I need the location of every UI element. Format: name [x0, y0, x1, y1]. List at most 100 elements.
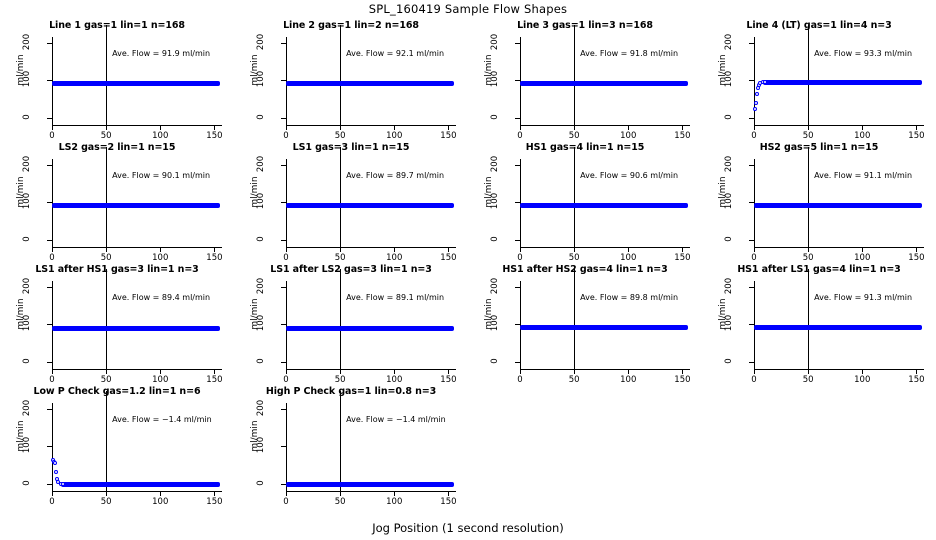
y-tick-label: 0	[724, 113, 734, 120]
y-tick-label: 100	[490, 314, 500, 332]
x-tick	[106, 369, 108, 374]
x-tick	[862, 247, 864, 252]
panel-annotation: Ave. Flow = 91.1 ml/min	[814, 171, 913, 180]
x-tick-label: 150	[206, 497, 223, 507]
plot-panel: HS2 gas=5 lin=1 n=15 ml/min 0 100 200 0 50 100 1…	[702, 142, 936, 264]
y-tick	[47, 361, 52, 363]
x-tick	[574, 125, 576, 130]
x-tick-label: 0	[49, 497, 55, 507]
y-tick-label: 200	[256, 33, 266, 50]
data-band	[286, 203, 454, 209]
y-tick	[281, 239, 286, 241]
x-tick-label: 0	[751, 253, 757, 263]
y-tick	[515, 361, 520, 363]
x-tick	[160, 247, 162, 252]
reference-line	[106, 25, 108, 125]
x-tick	[808, 247, 810, 252]
x-tick	[628, 369, 630, 374]
data-band	[52, 203, 220, 209]
panel-annotation: Ave. Flow = 91.3 ml/min	[814, 293, 913, 302]
x-tick	[160, 369, 162, 374]
x-tick-label: 100	[152, 131, 169, 141]
x-tick	[52, 247, 53, 252]
y-axis-line	[520, 281, 521, 369]
y-tick	[749, 42, 754, 44]
x-tick-label: 0	[517, 253, 523, 263]
x-axis-line	[520, 369, 690, 370]
x-tick-label: 150	[206, 375, 223, 385]
x-tick-label: 150	[674, 253, 691, 263]
reference-line	[340, 269, 342, 369]
x-tick-label: 150	[206, 253, 223, 263]
x-axis-line	[754, 247, 924, 248]
y-tick-label: 200	[724, 155, 734, 172]
data-point	[756, 86, 761, 91]
y-tick-label: 0	[256, 357, 266, 364]
y-tick-label: 0	[22, 113, 32, 120]
panel-title: LS1 after HS1 gas=3 lin=1 n=3	[35, 264, 199, 275]
x-tick-label: 50	[334, 253, 346, 263]
x-tick	[916, 369, 918, 374]
x-tick	[448, 247, 450, 252]
panel-annotation: Ave. Flow = 91.9 ml/min	[112, 49, 211, 58]
y-tick	[47, 286, 52, 288]
plot-panel: Line 3 gas=1 lin=3 n=168 ml/min 0 100 200 0 50…	[468, 20, 702, 142]
data-point	[753, 107, 758, 112]
y-tick	[281, 202, 286, 204]
x-tick-label: 150	[440, 253, 457, 263]
y-tick-label: 200	[22, 155, 32, 172]
y-tick-label: 100	[724, 70, 734, 88]
x-tick	[214, 491, 216, 496]
panel-annotation: Ave. Flow = 89.1 ml/min	[346, 293, 445, 302]
x-tick-label: 150	[908, 131, 925, 141]
y-tick	[281, 324, 286, 326]
y-tick-label: 200	[22, 33, 32, 50]
x-tick-label: 50	[568, 375, 580, 385]
x-tick	[214, 125, 216, 130]
x-tick-label: 50	[334, 497, 346, 507]
x-tick	[106, 125, 108, 130]
x-tick	[340, 369, 342, 374]
y-tick	[281, 164, 286, 166]
x-tick	[286, 247, 287, 252]
x-tick	[448, 125, 450, 130]
x-tick-label: 50	[802, 131, 814, 141]
x-tick-label: 0	[751, 375, 757, 385]
x-axis-line	[52, 369, 222, 370]
y-tick	[749, 80, 754, 82]
panel-annotation: Ave. Flow = 92.1 ml/min	[346, 49, 445, 58]
y-tick	[281, 117, 286, 119]
x-axis-line	[520, 247, 690, 248]
plot-panel: Line 4 (LT) gas=1 lin=4 n=3 ml/min 0 100 200…	[702, 20, 936, 142]
x-tick-label: 50	[334, 375, 346, 385]
y-tick-label: 100	[490, 192, 500, 210]
x-tick	[916, 247, 918, 252]
reference-line	[340, 25, 342, 125]
data-band	[60, 481, 220, 487]
panel-annotation: Ave. Flow = 89.4 ml/min	[112, 293, 211, 302]
y-tick	[749, 164, 754, 166]
x-tick	[340, 247, 342, 252]
y-tick-label: 0	[490, 235, 500, 242]
y-tick-label: 0	[256, 235, 266, 242]
y-tick-label: 200	[724, 33, 734, 50]
x-tick-label: 0	[283, 375, 289, 385]
x-tick	[286, 491, 287, 496]
x-tick-label: 150	[908, 253, 925, 263]
x-tick-label: 0	[751, 131, 757, 141]
y-tick	[47, 80, 52, 82]
y-tick	[47, 202, 52, 204]
y-tick-label: 200	[256, 155, 266, 172]
x-tick-label: 50	[100, 253, 112, 263]
x-tick-label: 150	[908, 375, 925, 385]
x-axis-line	[286, 247, 456, 248]
y-tick	[749, 324, 754, 326]
reference-line	[574, 147, 576, 247]
panel-annotation: Ave. Flow = 89.7 ml/min	[346, 171, 445, 180]
panel-title: Low P Check gas=1.2 lin=1 n=6	[33, 386, 201, 397]
y-tick-label: 200	[22, 277, 32, 294]
y-tick-label: 0	[490, 113, 500, 120]
x-axis-line	[754, 125, 924, 126]
x-tick-label: 100	[386, 497, 403, 507]
x-tick	[754, 369, 755, 374]
